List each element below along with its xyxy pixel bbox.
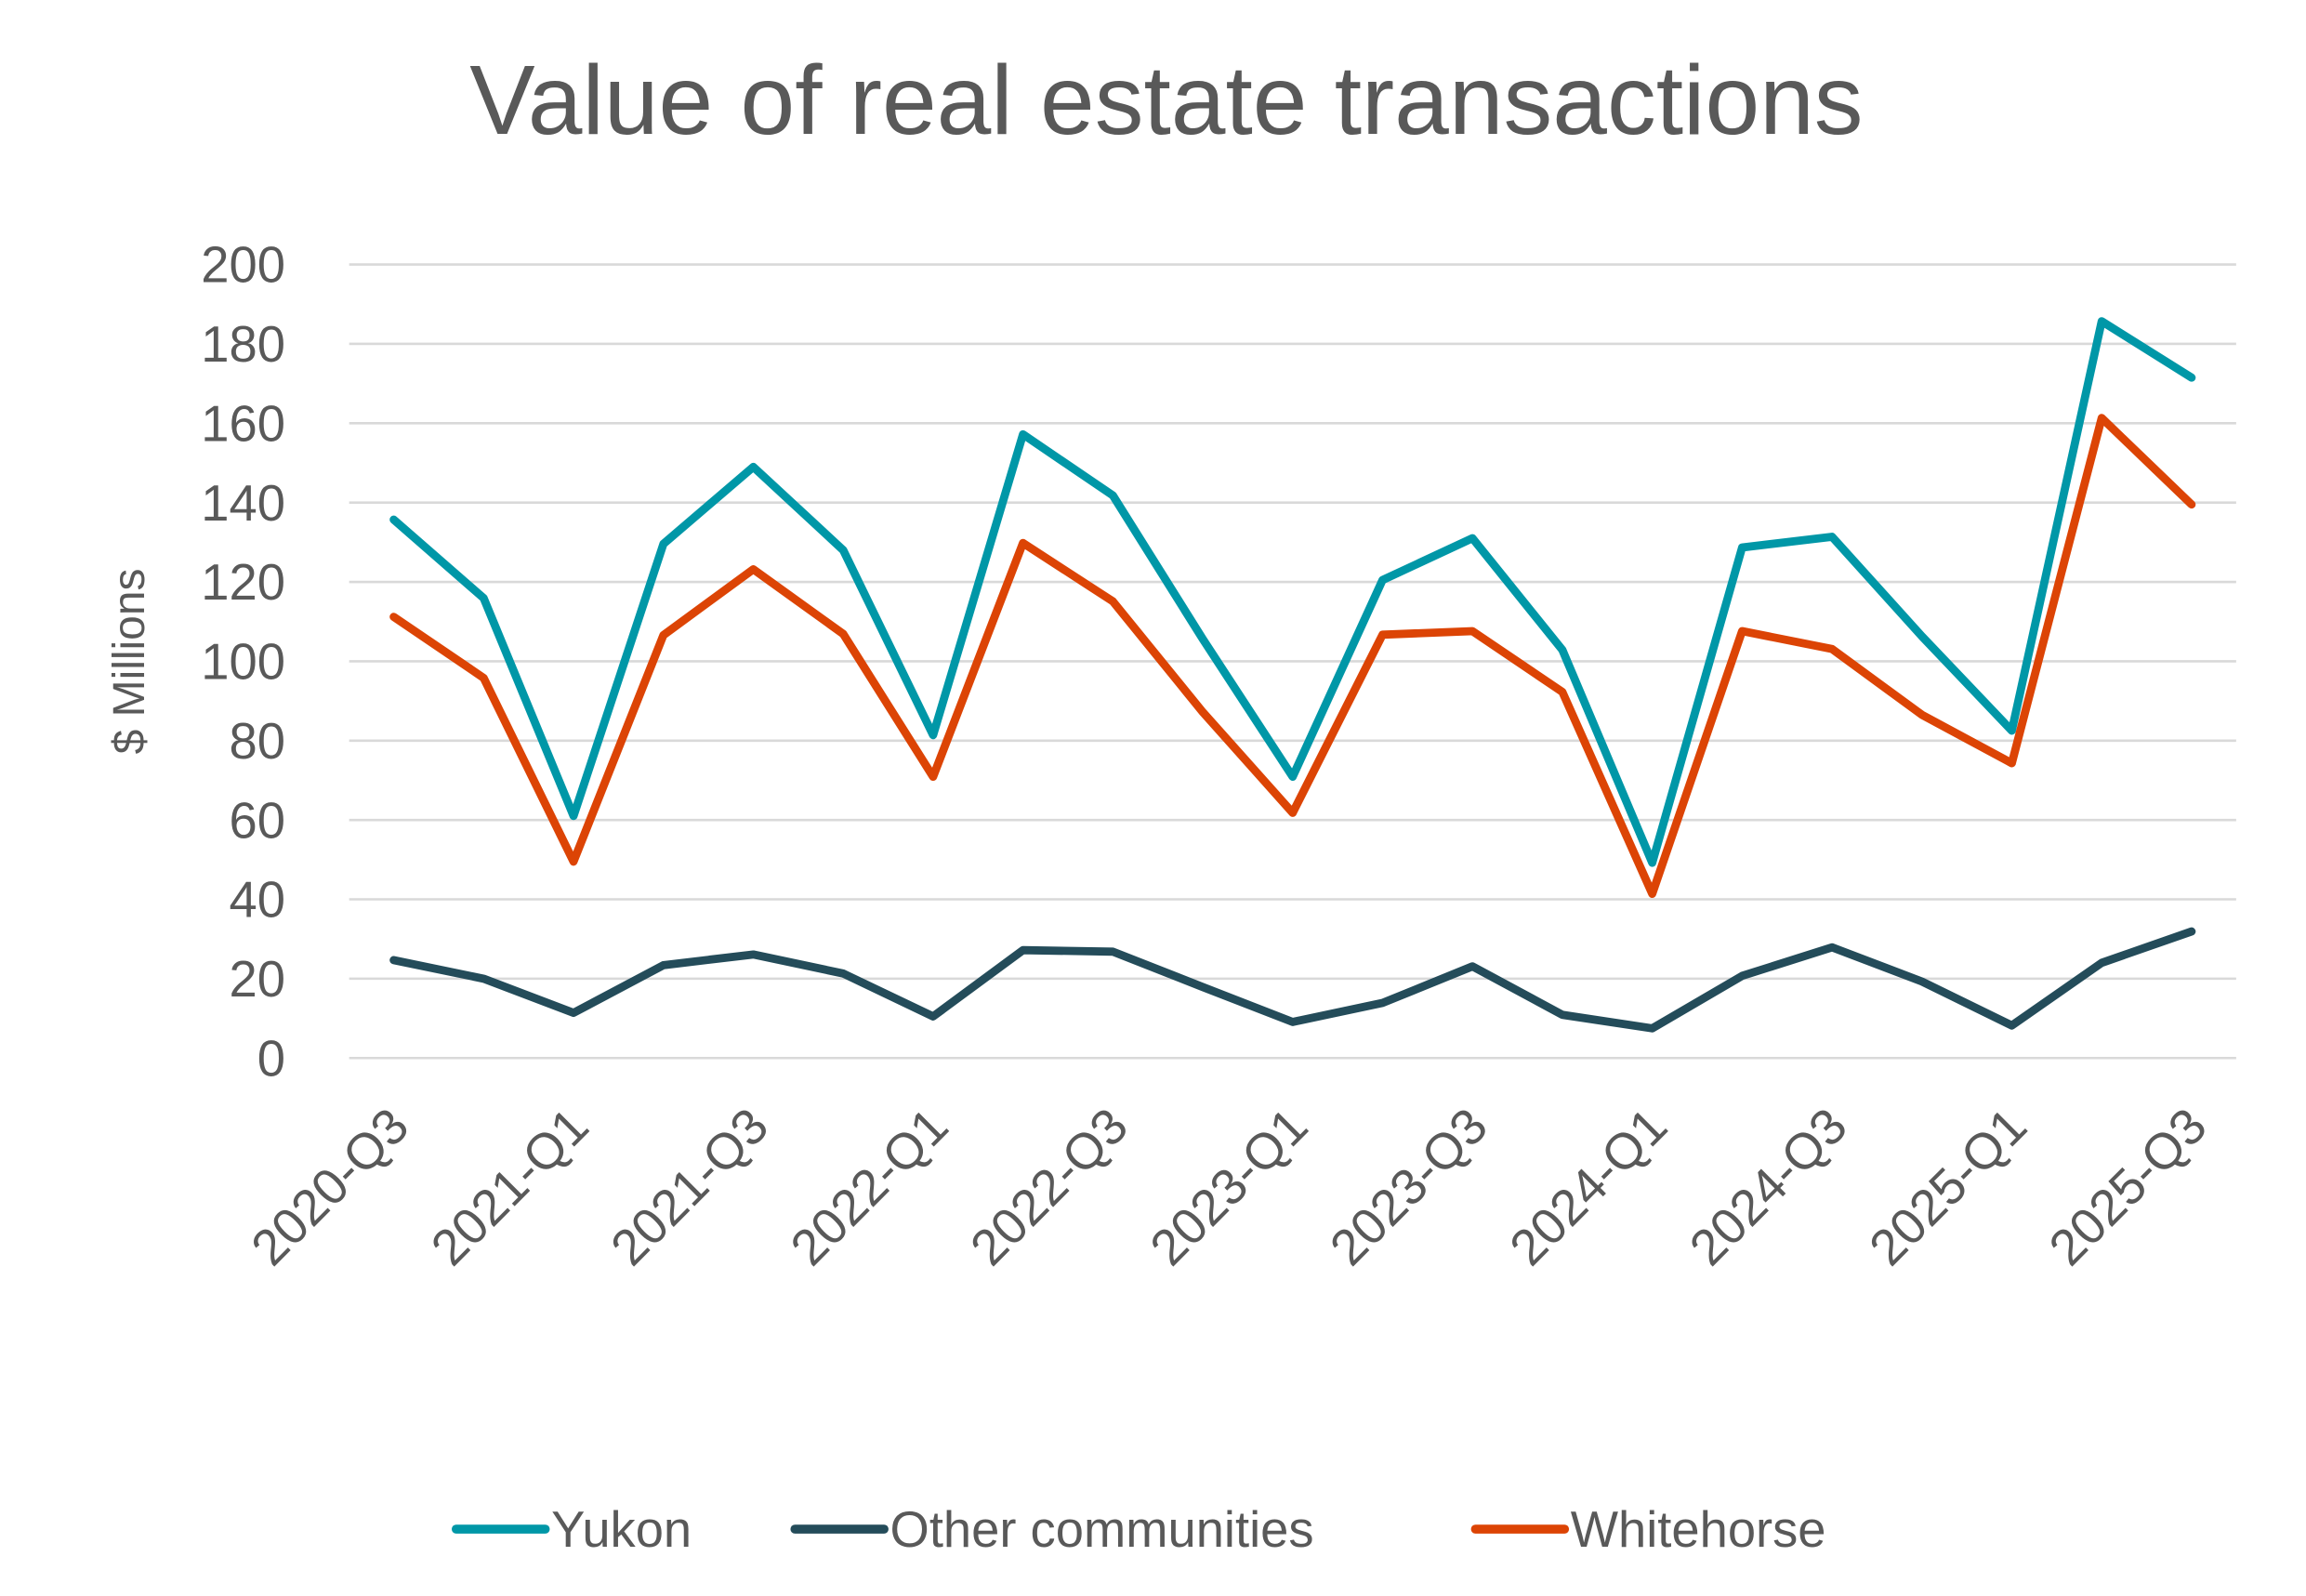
- y-tick-label: 160: [201, 395, 285, 452]
- series-line-yukon: [389, 317, 2196, 867]
- gridlines: [349, 263, 2236, 1060]
- y-tick-label: 120: [201, 554, 285, 611]
- y-tick-label: 140: [201, 475, 285, 532]
- x-tick-label: 2025-Q3: [2038, 1097, 2218, 1276]
- x-tick-label: 2023-Q1: [1140, 1097, 1319, 1276]
- x-tick-label: 2021-Q3: [600, 1097, 779, 1276]
- y-tick-label: 40: [229, 872, 284, 929]
- x-tick-label: 2022-Q3: [959, 1097, 1139, 1276]
- legend-item-whitehorse: Whitehorse: [1470, 1501, 1826, 1558]
- x-tick-label: 2021-Q1: [420, 1097, 600, 1276]
- x-axis-ticks: 2020-Q3 2021-Q1 2021-Q3 2022-Q1 2022-Q3 2023-…: [241, 1097, 2218, 1276]
- x-tick-label: 2020-Q3: [241, 1097, 420, 1276]
- legend-item-yukon: Yukon: [451, 1501, 692, 1558]
- y-tick-label: 200: [201, 237, 285, 294]
- legend-label: Whitehorse: [1571, 1501, 1826, 1558]
- x-tick-label: 2022-Q1: [780, 1097, 959, 1276]
- chart-title: Value of real estate transactions: [469, 46, 1863, 155]
- y-tick-label: 80: [229, 713, 284, 770]
- series-lines: [389, 317, 2196, 1033]
- y-tick-label: 0: [257, 1030, 285, 1087]
- x-tick-label: 2023-Q3: [1319, 1097, 1498, 1276]
- x-tick-label: 2024-Q1: [1499, 1097, 1679, 1276]
- y-axis-title: $ Millions: [105, 569, 154, 755]
- x-tick-label: 2024-Q3: [1679, 1097, 1858, 1276]
- legend-item-other-communities: Other communities: [790, 1501, 1314, 1558]
- y-tick-label: 100: [201, 634, 285, 691]
- series-line-other-communities: [389, 927, 2196, 1033]
- series-line-whitehorse: [389, 414, 2196, 899]
- legend-label: Other communities: [890, 1501, 1314, 1558]
- legend: Yukon Other communities Whitehorse: [451, 1501, 1826, 1558]
- x-tick-label: 2025-Q1: [1858, 1097, 2037, 1276]
- y-tick-label: 60: [229, 792, 284, 849]
- y-tick-label: 180: [201, 316, 285, 373]
- y-tick-label: 20: [229, 951, 284, 1008]
- y-axis-ticks: 0 20 40 60 80 100 120 140 160 180 200: [201, 237, 285, 1088]
- legend-label: Yukon: [551, 1501, 692, 1558]
